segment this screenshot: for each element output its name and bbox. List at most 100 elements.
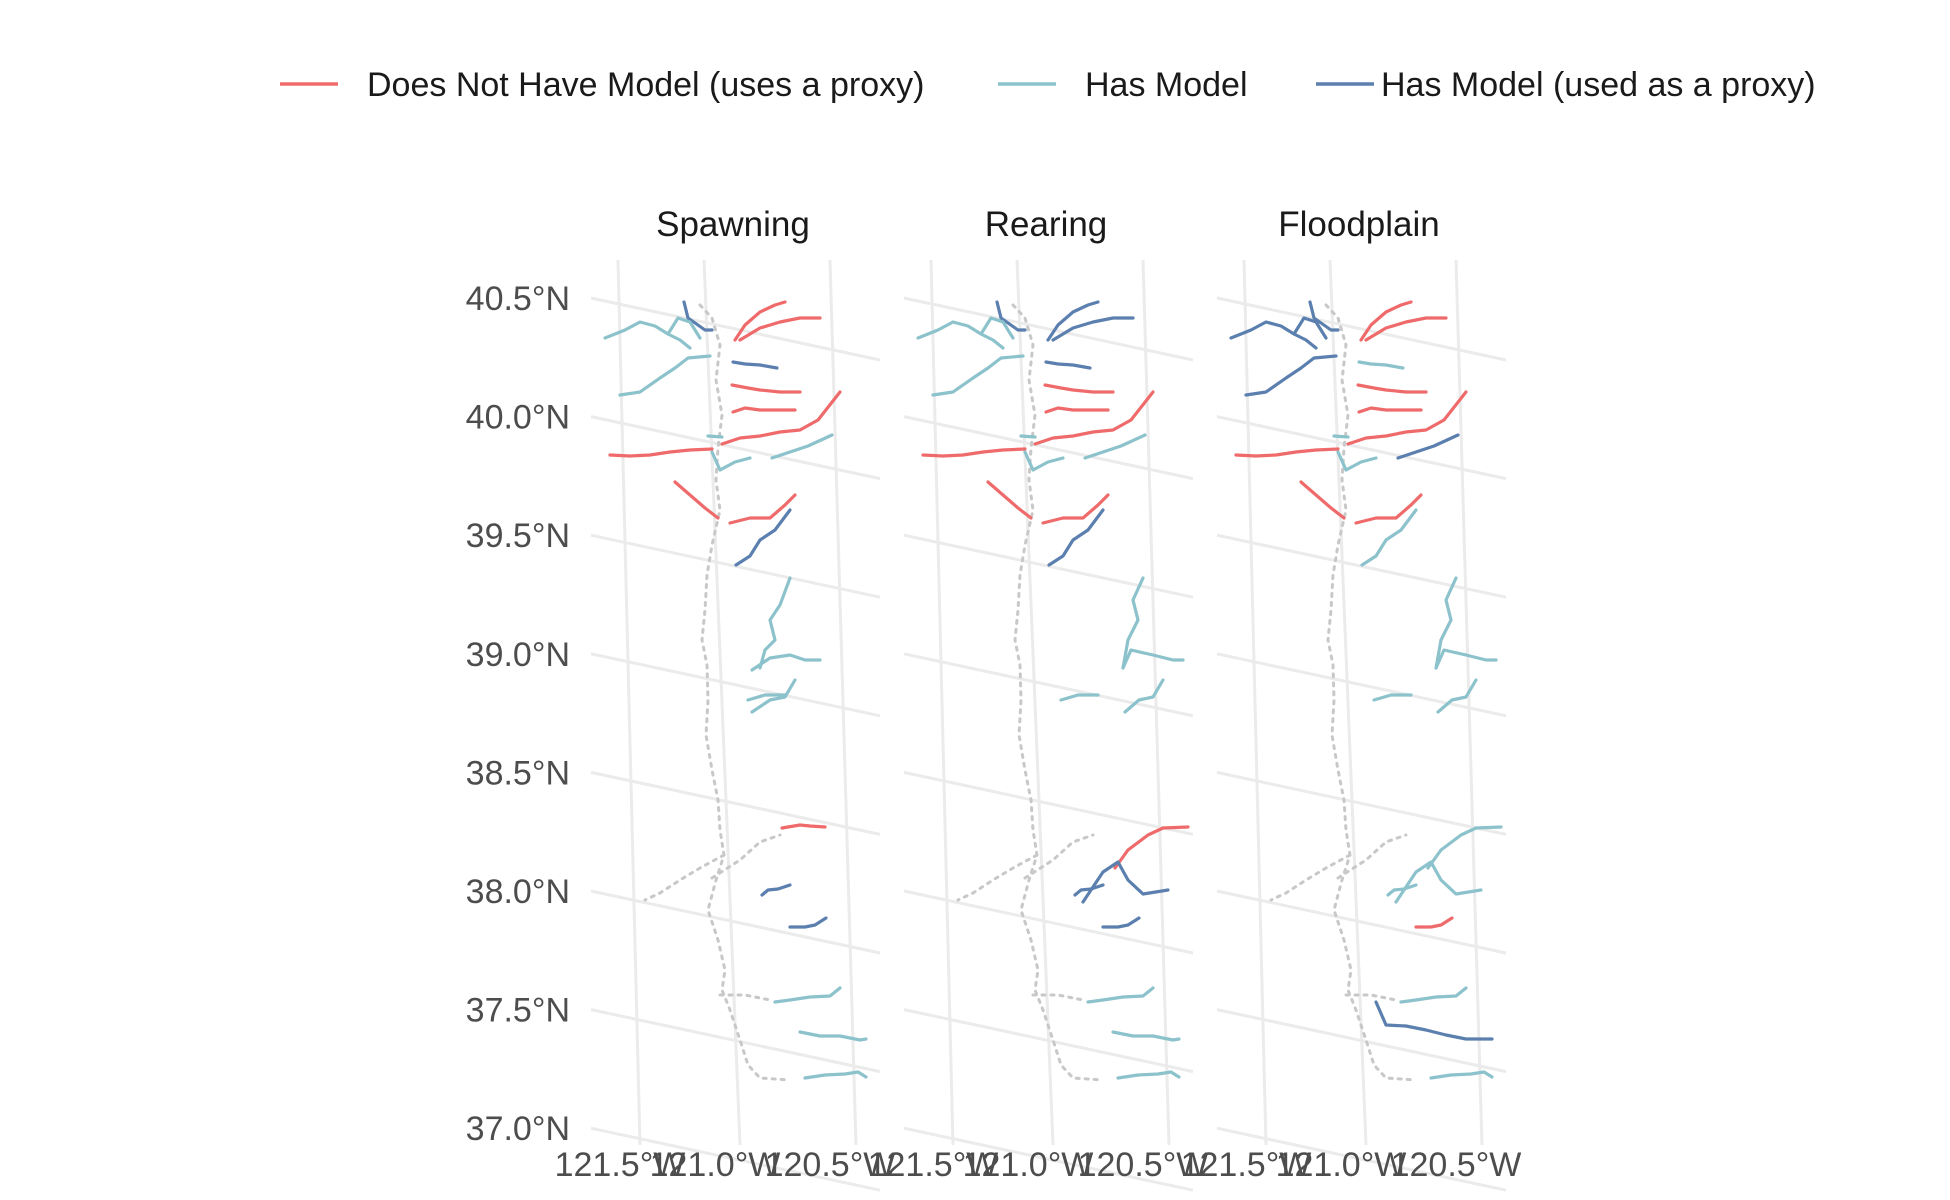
river-r25 — [1414, 916, 1454, 929]
river-r26 — [1399, 986, 1468, 1004]
river-r1 — [682, 300, 714, 332]
river-r16 — [1354, 493, 1423, 525]
meridian-line — [1242, 259, 1268, 1146]
river-r2 — [1046, 300, 1100, 342]
x-tick-label: 121.5°W — [1181, 1146, 1312, 1184]
river-r24 — [760, 883, 792, 897]
river-r4 — [1229, 320, 1318, 350]
delta-channel — [956, 853, 1039, 902]
river-r7 — [731, 360, 779, 370]
x-tick-label: 121.0°W — [963, 1146, 1094, 1184]
river-r4 — [916, 320, 1005, 350]
rivers — [1229, 300, 1503, 1080]
x-tick-label: 120.5°W — [1078, 1146, 1209, 1184]
panel-title: Spawning — [656, 205, 810, 244]
river-r28 — [1429, 1070, 1494, 1080]
x-tick-label: 120.5°W — [1391, 1146, 1522, 1184]
parallel-line — [903, 415, 1194, 481]
delta-channel — [1344, 993, 1398, 1002]
y-tick-label-6: 37.5°N — [466, 992, 570, 1030]
river-r11 — [1023, 450, 1065, 472]
panel-title: Rearing — [985, 205, 1108, 244]
river-r3 — [738, 316, 822, 342]
river-r27 — [1374, 1000, 1494, 1041]
x-tick-label: 121.0°W — [1276, 1146, 1407, 1184]
river-r3 — [1051, 316, 1135, 342]
river-r18 — [1121, 576, 1145, 670]
parallel-line — [1216, 296, 1507, 362]
river-r21 — [1372, 693, 1413, 702]
parallel-line — [903, 770, 1194, 836]
graticule — [590, 259, 881, 1192]
meridian-line — [828, 259, 858, 1146]
delta-channel — [1031, 993, 1085, 1002]
river-r12 — [1396, 433, 1460, 460]
meridian-line — [929, 259, 955, 1146]
river-r16 — [1041, 493, 1110, 525]
river-r27 — [798, 1030, 868, 1042]
river-r20 — [750, 678, 797, 714]
river-r15 — [673, 480, 720, 520]
river-r10 — [1234, 447, 1340, 458]
river-r3 — [1364, 316, 1448, 342]
y-tick-label-1: 40.0°N — [466, 399, 570, 437]
river-r5 — [979, 316, 1015, 340]
rivers — [603, 300, 868, 1080]
parallel-line — [1216, 770, 1507, 836]
parallel-line — [1216, 652, 1507, 718]
parallel-line — [1216, 415, 1507, 481]
river-r21 — [1059, 693, 1100, 702]
river-r5 — [1292, 316, 1328, 340]
river-r20 — [1123, 678, 1165, 714]
river-r21 — [746, 693, 787, 702]
legend-label-1: Does Not Have Model (uses a proxy) — [367, 66, 924, 104]
river-r17 — [1360, 508, 1418, 567]
river-r26 — [1086, 986, 1155, 1004]
river-r25 — [1101, 916, 1141, 929]
river-r1 — [1308, 300, 1340, 332]
x-tick-label: 121.5°W — [868, 1146, 999, 1184]
river-r17 — [1047, 508, 1105, 567]
river-r23 — [1081, 860, 1170, 904]
x-tick-label: 120.5°W — [765, 1146, 896, 1184]
river-r2 — [1359, 300, 1413, 342]
legend: Does Not Have Model (uses a proxy) Has Mo… — [280, 66, 1816, 104]
y-tick-label-5: 38.0°N — [466, 873, 570, 911]
x-tick-label: 121.5°W — [555, 1146, 686, 1184]
river-r23 — [1394, 860, 1483, 904]
river-r7 — [1044, 360, 1092, 370]
river-r16 — [728, 493, 797, 525]
parallel-line — [590, 652, 881, 718]
parallel-line — [903, 296, 1194, 362]
river-r13 — [1033, 390, 1155, 446]
delta-channel — [718, 993, 772, 1002]
river-r20 — [1436, 678, 1478, 714]
river-r5 — [666, 316, 702, 340]
river-r9 — [1357, 406, 1423, 414]
river-r11 — [1336, 450, 1378, 472]
parallel-line — [590, 889, 881, 955]
parallel-line — [590, 770, 881, 836]
y-tick-label-0: 40.5°N — [466, 280, 570, 318]
legend-label-3: Has Model (used as a proxy) — [1381, 66, 1816, 104]
panel-title: Floodplain — [1278, 205, 1440, 244]
river-r28 — [803, 1070, 868, 1080]
river-r7 — [1357, 360, 1405, 370]
river-r6 — [931, 354, 1025, 397]
river-r22 — [1113, 825, 1190, 870]
river-r27 — [1111, 1030, 1181, 1042]
river-r13 — [1346, 390, 1468, 446]
legend-label-2: Has Model — [1085, 66, 1248, 104]
river-r4 — [603, 320, 692, 350]
river-r15 — [986, 480, 1033, 520]
parallel-line — [903, 652, 1194, 718]
river-r8 — [1356, 383, 1428, 394]
meridian-line — [1328, 259, 1368, 1146]
